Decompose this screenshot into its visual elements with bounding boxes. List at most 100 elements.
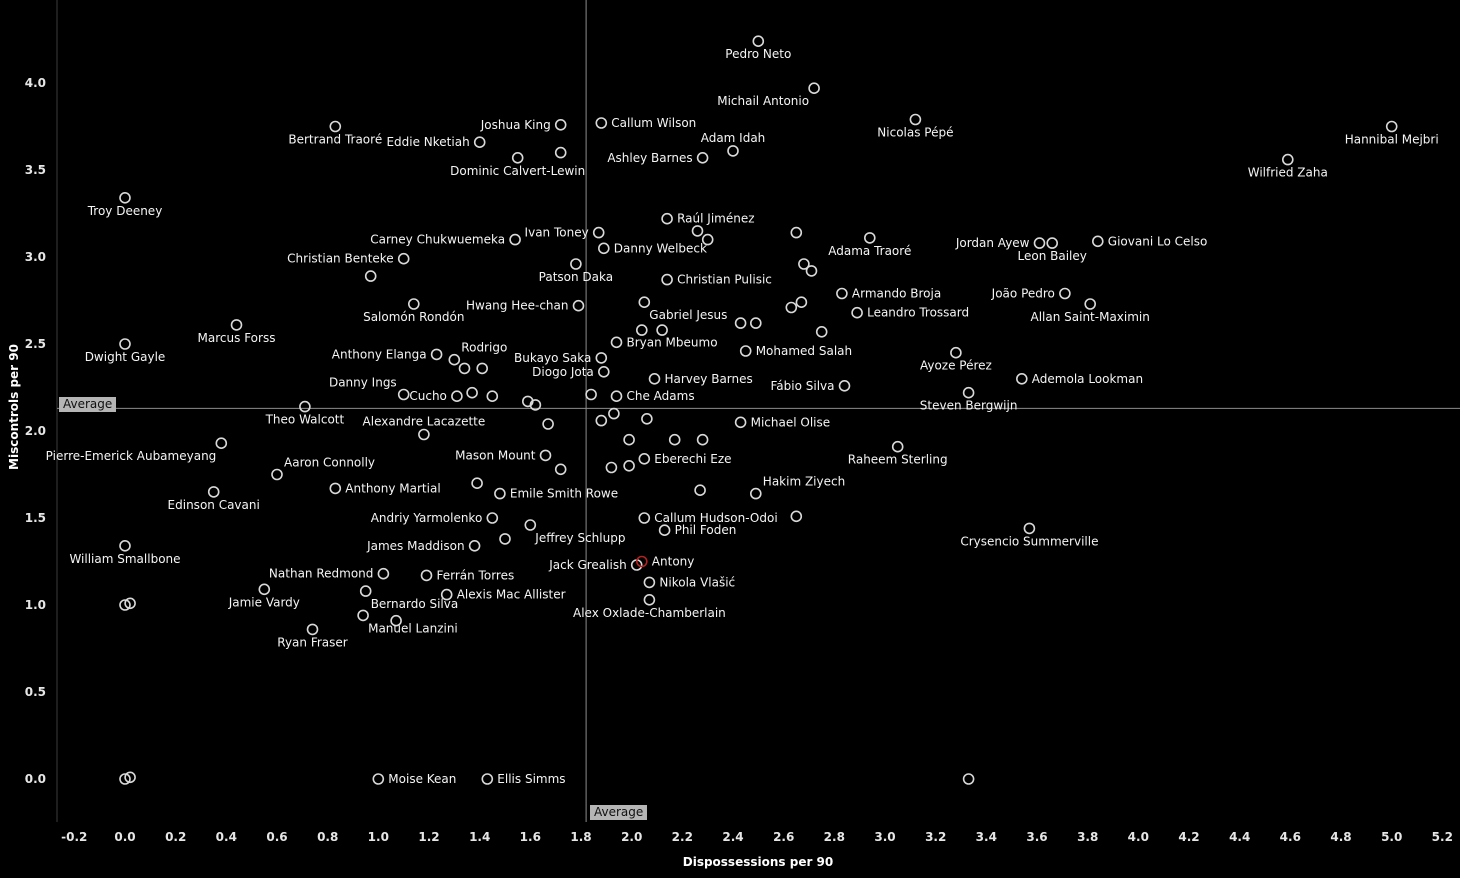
point-label: Bernardo Silva: [371, 597, 459, 611]
data-point: [329, 120, 342, 133]
point-label: Bertrand Traoré: [288, 133, 382, 147]
data-point: [1023, 522, 1036, 535]
point-label: Ayoze Pérez: [920, 359, 992, 373]
data-point: [1092, 235, 1104, 248]
x-tick-label: 4.2: [1178, 830, 1199, 844]
y-tick-label: 1.0: [25, 598, 46, 612]
data-point: [648, 372, 661, 385]
point-label: Adama Traoré: [828, 244, 911, 258]
data-point-highlight: [635, 555, 648, 568]
data-point: [572, 299, 585, 312]
data-point: [597, 242, 610, 255]
data-point: [1046, 237, 1058, 249]
data-point: [1059, 287, 1071, 300]
data-point: [570, 258, 582, 270]
point-label: Pierre-Emerick Aubameyang: [46, 449, 217, 463]
point-label: Alexis Mac Allister: [457, 588, 566, 602]
data-point: [696, 152, 709, 164]
x-tick-label: 1.6: [520, 830, 541, 844]
data-point: [623, 459, 635, 472]
point-label: Jeffrey Schlupp: [534, 531, 625, 545]
data-point: [486, 512, 499, 524]
point-label: Rodrigo: [461, 341, 507, 355]
point-label: Bukayo Saka: [514, 351, 591, 365]
data-point: [119, 773, 131, 785]
data-point: [805, 265, 818, 277]
data-point: [585, 388, 597, 401]
data-point: [638, 296, 651, 309]
point-label: Alexandre Lacazette: [363, 415, 486, 429]
x-tick-label: 2.8: [824, 830, 845, 844]
y-tick-label: 2.5: [25, 337, 46, 351]
data-point: [658, 524, 671, 537]
point-label: Danny Welbeck: [614, 241, 707, 255]
data-point: [668, 433, 681, 446]
point-label: Hakim Ziyech: [763, 475, 845, 489]
point-label: Allan Saint-Maximin: [1031, 310, 1150, 324]
data-point: [694, 484, 706, 497]
data-point: [258, 583, 271, 596]
point-label: Edinson Cavani: [168, 498, 260, 512]
data-point: [119, 539, 131, 552]
data-point: [124, 771, 136, 784]
data-point: [749, 317, 762, 329]
data-point: [357, 609, 369, 622]
data-point: [372, 773, 385, 785]
y-tick-label: 4.0: [25, 76, 46, 90]
data-point: [595, 117, 608, 129]
data-point: [962, 773, 975, 785]
point-label: Wilfried Zaha: [1248, 166, 1328, 180]
data-point: [595, 414, 608, 427]
y-axis-title: Miscontrols per 90: [7, 344, 21, 470]
data-point: [691, 225, 704, 237]
point-label: Nicolas Pépé: [877, 126, 953, 140]
x-tick-label: 5.0: [1381, 830, 1402, 844]
point-label: Crysencio Summerville: [960, 534, 1098, 548]
average-badge-x: Average: [590, 805, 648, 820]
point-label: Giovani Lo Celso: [1108, 234, 1208, 248]
data-point: [661, 212, 673, 225]
point-label: Diogo Jota: [532, 365, 594, 379]
data-point: [643, 576, 656, 589]
point-label: Ashley Barnes: [607, 151, 692, 165]
data-point: [215, 437, 228, 450]
average-badge-y: Average: [59, 397, 117, 412]
data-point: [808, 82, 820, 94]
data-point: [838, 379, 851, 392]
data-point: [635, 324, 648, 336]
point-label: Andriy Yarmolenko: [371, 511, 483, 525]
data-point: [701, 233, 714, 246]
data-point: [418, 428, 430, 441]
x-tick-label: 5.2: [1432, 830, 1453, 844]
data-point: [605, 461, 618, 474]
point-label: Pedro Neto: [725, 47, 791, 61]
point-label: Mohamed Salah: [756, 344, 852, 358]
data-point: [473, 136, 486, 148]
data-point: [207, 486, 220, 498]
data-point: [554, 463, 567, 476]
x-tick-label: 4.0: [1128, 830, 1149, 844]
x-tick-label: 3.0: [874, 830, 895, 844]
data-point: [656, 324, 668, 336]
data-point: [471, 477, 483, 490]
point-label: Che Adams: [627, 389, 695, 403]
y-tick-label: 0.0: [25, 772, 46, 786]
point-label: Ademola Lookman: [1032, 372, 1143, 386]
point-label: Troy Deeney: [87, 204, 163, 218]
point-label: Christian Pulisic: [677, 273, 772, 287]
data-point: [962, 386, 975, 399]
data-point: [494, 487, 506, 500]
point-label: Salomón Rondón: [363, 310, 464, 324]
x-tick-label: 3.2: [925, 830, 946, 844]
data-point: [499, 533, 511, 545]
point-label: Leandro Trossard: [867, 306, 969, 320]
data-point: [299, 400, 311, 413]
x-axis-title: Dispossessions per 90: [682, 855, 834, 869]
point-label: Raheem Sterling: [848, 453, 948, 467]
data-point: [749, 487, 762, 500]
point-label: Hwang Hee-chan: [466, 299, 569, 313]
point-label: Callum Wilson: [611, 116, 696, 130]
x-tick-label: 1.0: [368, 830, 389, 844]
data-point: [230, 319, 243, 331]
